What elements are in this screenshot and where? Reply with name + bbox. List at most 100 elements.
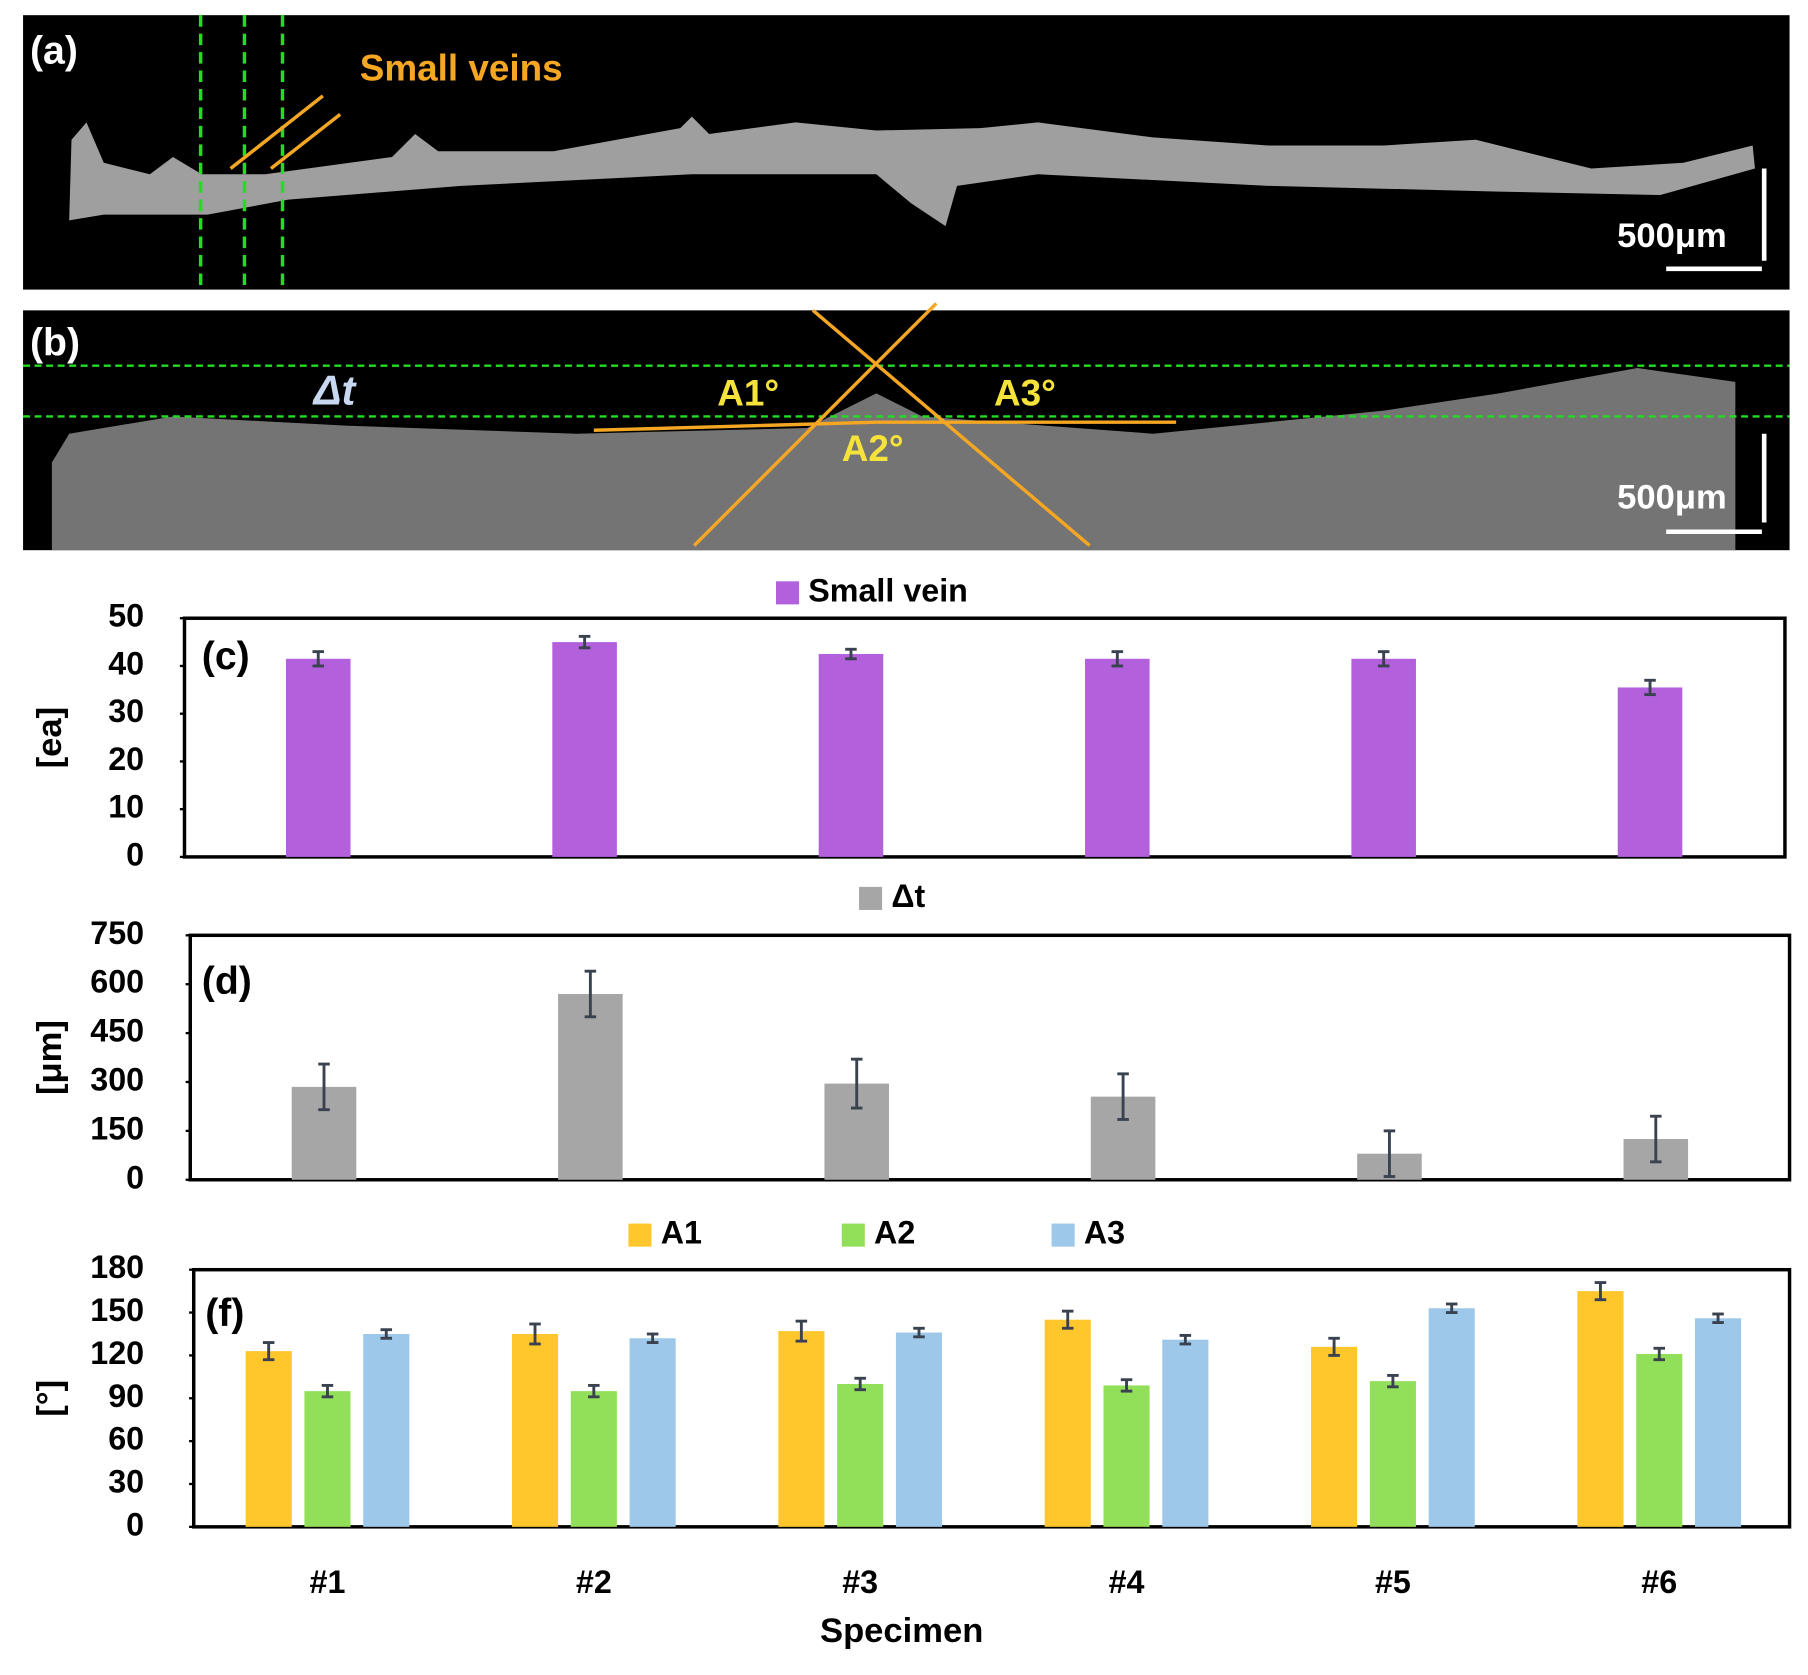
panel-label: (f) (205, 1292, 244, 1335)
bar (570, 1391, 617, 1527)
y-tick-label: 120 (90, 1335, 144, 1371)
y-tick-label: 300 (90, 1062, 144, 1098)
y-tick-label: 150 (90, 1292, 144, 1328)
error-bar (1179, 1333, 1192, 1346)
bar (1351, 658, 1416, 857)
error-bar (318, 1062, 330, 1112)
error-bar (1445, 1302, 1458, 1315)
angle-lines (593, 302, 1177, 547)
legend-label: A3 (1084, 1215, 1125, 1251)
error-bar (850, 1057, 863, 1110)
error-bar (321, 1383, 334, 1399)
bar (629, 1338, 676, 1527)
bar (558, 993, 623, 1180)
bar (895, 1332, 943, 1527)
bar (1044, 1319, 1091, 1527)
legend-swatch (841, 1223, 865, 1247)
bar (1577, 1291, 1624, 1527)
annotation: A3° (994, 372, 1056, 413)
error-bar (1120, 1378, 1133, 1393)
y-tick-label: 600 (90, 964, 144, 1000)
scale-label: 500μm (1617, 217, 1727, 255)
x-tick-label: #3 (842, 1564, 878, 1600)
error-bar (1117, 1072, 1129, 1121)
y-tick-label: 180 (90, 1249, 144, 1285)
error-bar (1377, 650, 1390, 668)
error-bar (584, 969, 597, 1019)
x-tick-label: #2 (576, 1564, 612, 1600)
y-tick-label: 40 (108, 645, 144, 681)
error-bar (1594, 1281, 1607, 1302)
bar (818, 654, 884, 857)
annotation: A2° (842, 428, 904, 469)
error-bar (1712, 1312, 1724, 1325)
arrows (229, 94, 342, 170)
bar (837, 1383, 884, 1527)
guide-lines (198, 15, 285, 290)
legend-label: A2 (874, 1215, 915, 1251)
legend-swatch (628, 1223, 652, 1247)
error-bar (1111, 650, 1124, 668)
bar (1617, 687, 1683, 857)
y-tick-label: 0 (126, 836, 144, 872)
error-bar (646, 1332, 659, 1344)
x-tick-label: #4 (1109, 1564, 1145, 1600)
error-bar (795, 1319, 808, 1343)
bar (1311, 1346, 1358, 1527)
legend-swatch (1051, 1223, 1075, 1247)
bar (1369, 1381, 1416, 1527)
error-bar (1383, 1129, 1396, 1178)
bar (552, 642, 617, 857)
error-bar (1061, 1309, 1074, 1330)
bar (363, 1333, 410, 1527)
y-tick-label: 10 (108, 789, 144, 825)
y-axis-label: [μm] (31, 1020, 69, 1095)
legend-swatch (859, 886, 883, 910)
error-bar (578, 634, 591, 650)
bar (1103, 1385, 1150, 1527)
bar (304, 1391, 351, 1527)
y-tick-label: 50 (108, 598, 144, 634)
bar (285, 658, 351, 857)
annotation: Small veins (360, 47, 563, 88)
y-tick-label: 0 (126, 1159, 144, 1195)
error-bar (913, 1326, 925, 1339)
guide-lines (23, 364, 1790, 418)
plot-frame (182, 616, 1787, 859)
legend-label: Δt (891, 878, 925, 914)
error-bar (845, 647, 857, 661)
annotation: A1° (717, 372, 779, 413)
y-axis-label: [ea] (31, 707, 69, 769)
x-tick-label: #1 (310, 1564, 346, 1600)
x-tick-label: #5 (1375, 1564, 1411, 1600)
tissue (51, 368, 1736, 551)
error-bar (1387, 1373, 1399, 1389)
plot-frame (191, 1267, 1792, 1529)
bar (1428, 1308, 1475, 1527)
panel-label: (a) (30, 30, 78, 73)
y-tick-label: 750 (90, 915, 144, 951)
y-tick-label: 0 (126, 1506, 144, 1542)
bar (1695, 1318, 1742, 1527)
error-bar (854, 1376, 866, 1392)
bar (245, 1351, 292, 1527)
y-tick-label: 90 (108, 1378, 144, 1414)
plot-frame (188, 933, 1792, 1182)
error-bar (1328, 1336, 1340, 1357)
annotation: Δt (312, 366, 358, 413)
legend-swatch (776, 581, 800, 605)
error-bar (380, 1328, 393, 1340)
legend-label: A1 (661, 1215, 702, 1251)
panel-label: (d) (202, 960, 252, 1003)
error-bar (262, 1341, 275, 1362)
bar (1636, 1353, 1683, 1527)
y-tick-label: 150 (90, 1110, 144, 1146)
y-axis-label: [°] (31, 1380, 69, 1417)
error-bar (1653, 1346, 1666, 1362)
scale-label: 500μm (1617, 479, 1727, 517)
panel-label: (b) (30, 321, 80, 364)
y-tick-label: 30 (108, 693, 144, 729)
bar (778, 1331, 825, 1527)
x-axis-label: Specimen (820, 1612, 983, 1650)
